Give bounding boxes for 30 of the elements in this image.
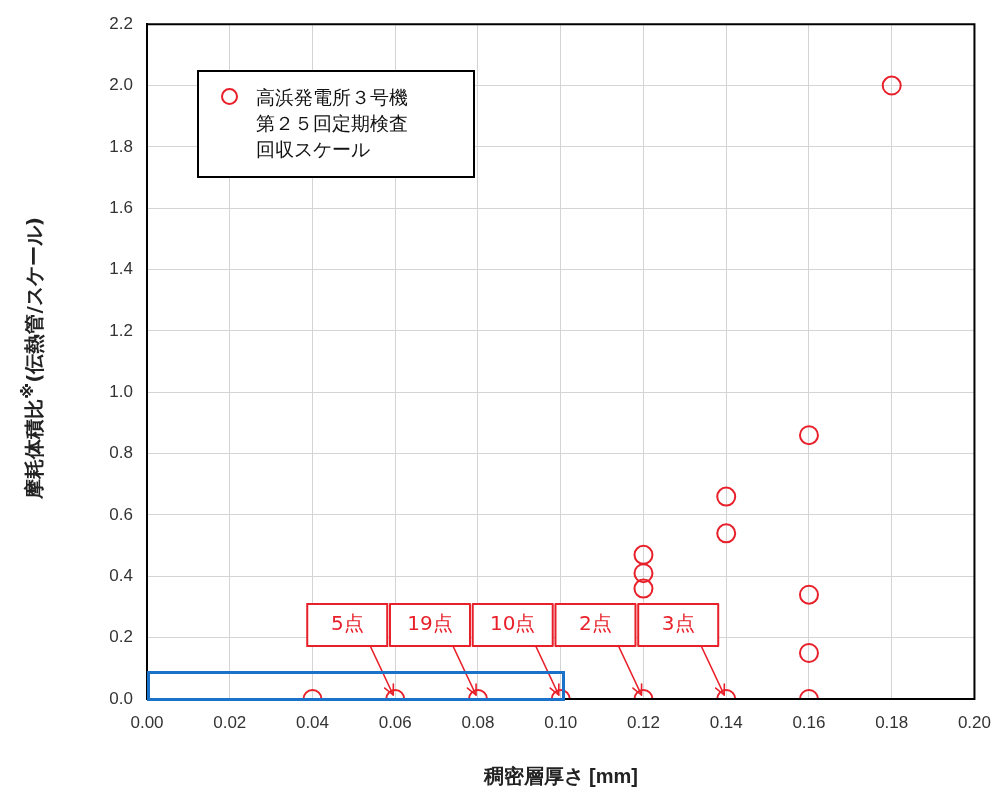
y-tick-label: 0.0 [109, 688, 133, 708]
x-tick-label: 0.06 [378, 712, 412, 732]
x-tick-label: 0.04 [295, 712, 330, 732]
y-tick-label: 0.8 [109, 443, 133, 463]
y-tick-label: 0.4 [109, 566, 133, 585]
y-tick-label: 2.2 [109, 13, 133, 33]
x-tick-label: 0.02 [213, 712, 247, 732]
x-tick-label: 0.16 [792, 712, 826, 732]
annotation: 2点 [579, 611, 612, 636]
y-tick-label: 1.8 [109, 136, 133, 156]
x-tick-label: 0.00 [130, 712, 164, 732]
x-tick-label: 0.18 [875, 712, 909, 732]
x-tick-label: 0.10 [544, 712, 578, 732]
x-tick-label: 0.12 [626, 712, 661, 732]
y-tick-label: 1.4 [109, 259, 133, 279]
legend-label: 高浜発電所３号機第２５回定期検査回収スケール [256, 85, 409, 162]
y-tick-label: 1.2 [109, 320, 133, 340]
y-tick-label: 1.0 [109, 381, 133, 401]
y-tick-label: 0.2 [109, 627, 133, 647]
y-tick-label: 0.6 [109, 504, 133, 524]
y-tick-label: 2.0 [109, 75, 133, 95]
annotation: 3点 [661, 611, 695, 636]
x-tick-label: 0.14 [709, 712, 743, 732]
annotation: 5点 [330, 611, 364, 636]
annotation: 19点 [407, 611, 453, 636]
y-tick-label: 1.6 [109, 197, 133, 217]
x-axis-title: 稠密層厚さ [mm] [482, 764, 638, 787]
x-tick-label: 0.08 [461, 712, 495, 732]
annotation: 10点 [490, 611, 536, 636]
x-tick-label: 0.20 [957, 712, 991, 732]
